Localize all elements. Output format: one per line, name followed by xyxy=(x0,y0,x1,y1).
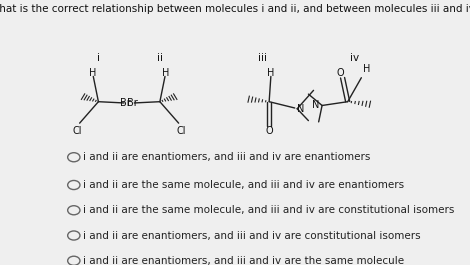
Text: H: H xyxy=(267,68,274,78)
Text: ii: ii xyxy=(157,52,163,63)
Text: iv: iv xyxy=(350,52,359,63)
Text: O: O xyxy=(266,126,273,136)
Text: What is the correct relationship between molecules i and ii, and between molecul: What is the correct relationship between… xyxy=(0,5,470,15)
Text: Br: Br xyxy=(127,98,138,108)
Text: Cl: Cl xyxy=(176,126,186,136)
Text: Cl: Cl xyxy=(72,126,82,136)
Text: i and ii are enantiomers, and iii and iv are enantiomers: i and ii are enantiomers, and iii and iv… xyxy=(83,152,371,162)
Text: i and ii are the same molecule, and iii and iv are enantiomers: i and ii are the same molecule, and iii … xyxy=(83,180,405,190)
Text: H: H xyxy=(162,68,170,78)
Text: H: H xyxy=(363,64,370,74)
Text: i: i xyxy=(97,52,100,63)
Text: Br: Br xyxy=(120,98,131,108)
Text: O: O xyxy=(337,68,344,78)
Text: i and ii are enantiomers, and iii and iv are the same molecule: i and ii are enantiomers, and iii and iv… xyxy=(83,256,405,265)
Text: i and ii are the same molecule, and iii and iv are constitutional isomers: i and ii are the same molecule, and iii … xyxy=(83,205,455,215)
Text: H: H xyxy=(88,68,96,78)
Text: i and ii are enantiomers, and iii and iv are constitutional isomers: i and ii are enantiomers, and iii and iv… xyxy=(83,231,421,241)
Text: iii: iii xyxy=(258,52,267,63)
Text: N: N xyxy=(297,104,305,114)
Text: N: N xyxy=(312,100,319,111)
